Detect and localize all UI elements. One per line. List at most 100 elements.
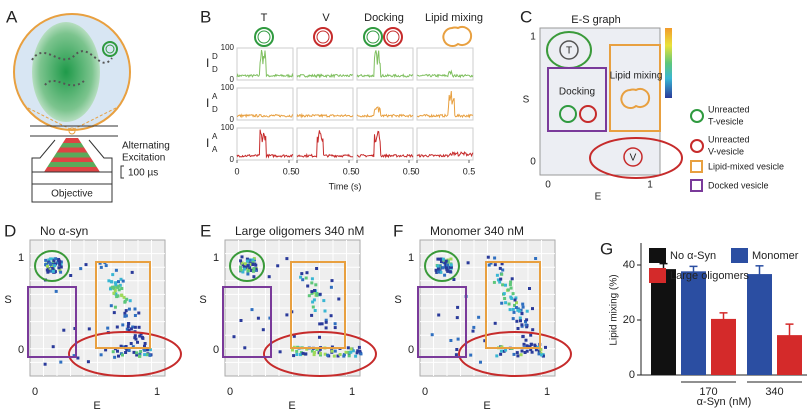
vesicle <box>366 30 380 44</box>
event-cell <box>53 264 57 268</box>
event-cell <box>112 291 116 295</box>
event-cell <box>300 272 304 276</box>
event-cell <box>310 281 314 285</box>
axis-title: Lipid mixing (%) <box>609 274 620 345</box>
event-cell <box>512 352 516 356</box>
row-label: I <box>206 136 209 150</box>
column-title: T <box>261 12 268 24</box>
event-cell <box>510 277 514 281</box>
panel-g: G Lipid mixing (%) α-Syn (nM) 0 20 40 170 34… <box>600 239 807 408</box>
event-cell <box>125 327 129 331</box>
event-cell <box>304 276 308 280</box>
event-cell <box>121 345 125 349</box>
region-label: T <box>566 46 572 57</box>
event-cell <box>511 317 515 321</box>
event-cell <box>111 350 115 354</box>
y-tick-label: 0 <box>230 155 235 164</box>
event-cell <box>148 348 152 352</box>
legend-label: Monomer <box>752 250 799 262</box>
event-cell <box>128 299 132 303</box>
x-tick-label: 0.5 <box>283 166 296 176</box>
trace-box <box>236 47 294 81</box>
event-cell <box>529 333 533 337</box>
tick-label: 0 <box>32 386 38 398</box>
event-cell <box>500 262 504 266</box>
event-cell <box>148 353 152 357</box>
event-cell <box>143 344 146 348</box>
tick-label: 0 <box>227 386 233 398</box>
event-cell <box>310 277 314 281</box>
event-cell <box>324 318 328 322</box>
event-cell <box>113 289 117 292</box>
event-cell <box>456 337 460 341</box>
event-cell <box>137 311 141 315</box>
event-cell <box>446 259 450 263</box>
event-cell <box>54 257 58 261</box>
bracket <box>120 165 124 179</box>
event-cell <box>124 351 128 354</box>
axis-title: α-Syn (nM) <box>697 396 752 408</box>
trace <box>237 113 294 119</box>
x-tick-label: 0.5 <box>343 166 356 176</box>
event-cell <box>139 350 143 353</box>
event-cell <box>137 325 141 329</box>
event-cell <box>448 270 452 274</box>
trace <box>356 50 414 79</box>
event-cell <box>242 267 246 271</box>
trace <box>416 90 473 119</box>
event-cell <box>111 273 115 277</box>
event-cell <box>59 260 63 264</box>
row-label-sub: A <box>212 145 218 154</box>
tick-label: 1 <box>408 252 414 264</box>
panel-c: C E-S graph S E 1 0 0 1 T Docking Lipid … <box>520 7 784 202</box>
trace-box <box>236 87 294 121</box>
event-cell <box>444 266 448 270</box>
event-cell <box>251 269 255 273</box>
event-cell <box>48 261 52 265</box>
event-cell <box>86 360 90 364</box>
event-cell <box>246 272 250 276</box>
event-cell <box>57 259 61 262</box>
tick-label: 1 <box>18 252 24 264</box>
event-cell <box>119 277 123 281</box>
trace <box>356 130 414 159</box>
event-cell <box>520 311 524 315</box>
axis-title: S <box>394 294 401 306</box>
event-cell <box>436 268 440 272</box>
event-cell <box>73 327 77 330</box>
event-cell <box>310 290 314 294</box>
event-cell <box>531 307 534 311</box>
event-cell <box>525 349 529 353</box>
event-cell <box>500 272 504 276</box>
panel-label: C <box>520 7 532 26</box>
event-cell <box>512 310 516 314</box>
event-cell <box>239 268 243 272</box>
event-cell <box>276 264 280 268</box>
event-cell <box>533 345 537 349</box>
event-cell <box>295 353 299 356</box>
event-cell <box>299 351 303 355</box>
event-cell <box>310 349 314 353</box>
event-cell <box>351 349 355 353</box>
lipid-region <box>290 261 346 349</box>
event-cell <box>499 277 503 281</box>
event-cell <box>524 323 528 327</box>
event-cell <box>333 322 337 326</box>
legend-label: No α-Syn <box>670 250 716 262</box>
event-cell <box>315 293 319 297</box>
event-cell <box>132 350 136 354</box>
t-region <box>424 250 460 282</box>
bar <box>651 269 676 375</box>
event-cell <box>131 325 135 329</box>
event-cell <box>493 263 497 267</box>
legend-swatch <box>649 268 666 283</box>
event-cell <box>136 340 139 344</box>
row-label-sub: D <box>212 105 218 114</box>
panel-title: Monomer 340 nM <box>430 224 524 238</box>
legend-swatch <box>690 160 703 173</box>
event-cell <box>503 297 507 300</box>
event-cell <box>530 350 534 354</box>
x-tick-label: 0.5 <box>463 166 476 176</box>
v-region <box>589 137 683 179</box>
